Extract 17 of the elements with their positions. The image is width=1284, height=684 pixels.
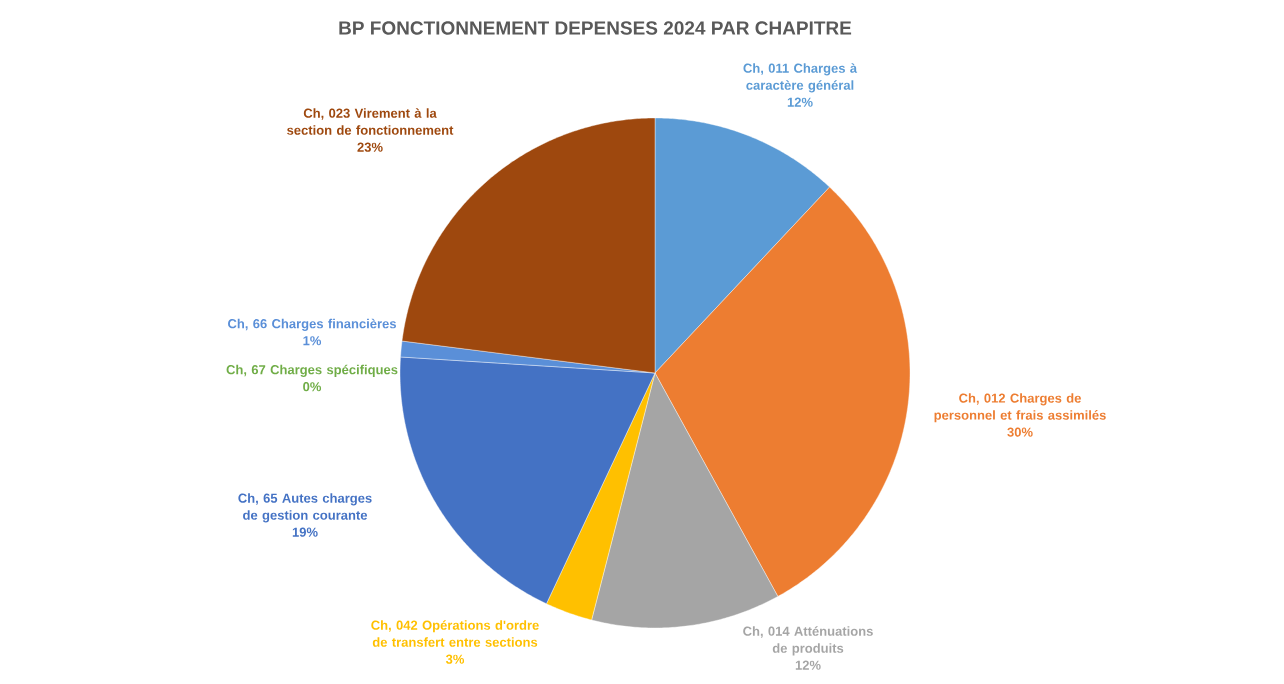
data-label: 23% — [357, 142, 383, 152]
data-label: 30% — [1007, 427, 1033, 437]
slice-label: Ch, 65 Autes charges de gestion courante — [238, 493, 372, 523]
chart-title: BP FONCTIONNEMENT DEPENSES 2024 PAR CHAPITRE — [339, 21, 852, 35]
slice-label: Ch, 023 Virement à la section de fonctionnement — [287, 108, 454, 135]
text: 0% — [303, 382, 322, 392]
data-label: 12% — [787, 97, 813, 107]
category-label: Ch, 67 Charges spécifiques — [226, 364, 398, 377]
data-label: 12% — [795, 660, 821, 670]
slice-label: Ch, 011 Charges à caractère général — [743, 63, 858, 93]
data-label: 1% — [303, 336, 322, 346]
slice-label: Ch, 66 Charges financières — [228, 318, 396, 331]
data-label: 19% — [292, 527, 318, 537]
slice-label: Ch, 014 Atténuations de produits — [743, 626, 873, 656]
slice-label: Ch, 042 Opérations d'ordre de transfert entre sections — [371, 620, 539, 647]
slice-label: Ch, 012 Charges de personnel et frais assimilés — [934, 393, 1106, 423]
data-label: 3% — [445, 654, 465, 664]
